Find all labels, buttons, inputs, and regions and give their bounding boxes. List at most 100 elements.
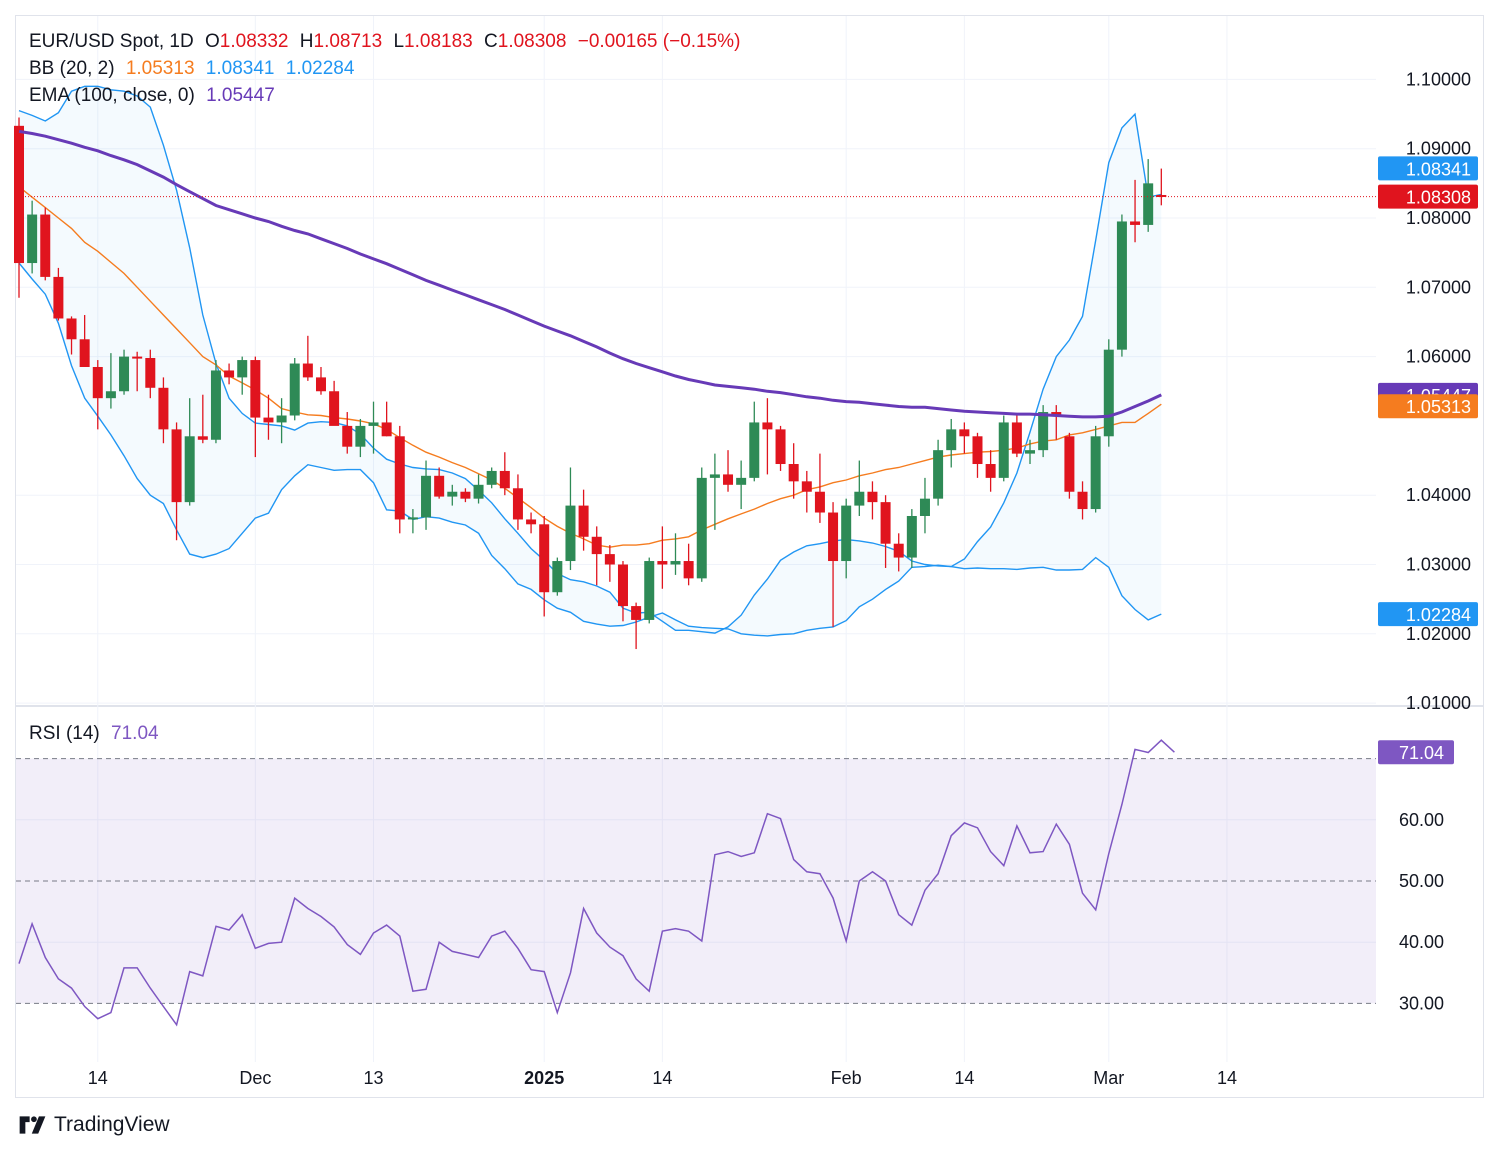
candle-body [736, 477, 747, 485]
open-label: O [205, 31, 220, 52]
candle-body [578, 505, 589, 537]
candle-body [53, 276, 64, 319]
candle-body [407, 517, 418, 520]
candle-body [1116, 221, 1127, 350]
candle-body [749, 422, 760, 478]
candle-body [933, 450, 944, 499]
brand-name[interactable]: TradingView [54, 1113, 170, 1136]
candle-body [263, 417, 274, 423]
candle-body [1011, 422, 1022, 454]
high-label: H [299, 31, 314, 52]
time-tick-label: 14 [652, 1068, 672, 1088]
price-tick-label: 1.02000 [1406, 624, 1471, 644]
price-tick-label: 1.01000 [1406, 693, 1471, 713]
badge-last-price-bg [1378, 184, 1478, 209]
candle-body [631, 606, 642, 620]
candle-body [723, 474, 734, 485]
candle-body [959, 429, 970, 437]
candle-body [1077, 491, 1088, 510]
candle-body [512, 488, 523, 520]
rsi-line [18, 739, 1175, 1027]
rsi-tick-label: 40.00 [1399, 932, 1444, 952]
bb-lower-value: 1.02284 [285, 58, 355, 79]
time-tick-label: 14 [954, 1068, 974, 1088]
bb-upper-value: 1.08341 [205, 58, 275, 79]
ema-value: 1.05447 [206, 85, 275, 106]
time-tick-label: 13 [363, 1068, 383, 1088]
bb-upper-line [18, 85, 1162, 634]
ema-path [18, 129, 1162, 419]
candle-body [906, 515, 917, 558]
price-tick-label: 1.08000 [1406, 208, 1471, 228]
candle-body [775, 429, 786, 465]
ema-label: EMA (100, close, 0) [29, 85, 195, 106]
candle-body [1051, 412, 1062, 416]
ema-legend: EMA (100, close, 0) 1.05447 [29, 85, 281, 107]
candle-body [250, 360, 261, 418]
candle-body [709, 474, 720, 478]
rsi-tick-label: 30.00 [1399, 993, 1444, 1013]
candle-body [998, 422, 1009, 478]
bb-lower-line [18, 262, 1162, 637]
grid [15, 16, 1484, 1062]
candle-body [184, 436, 195, 503]
rsi-tick-label: 60.00 [1399, 810, 1444, 830]
symbol-legend: EUR/USD Spot, 1D O1.08332 H1.08713 L1.08… [29, 31, 746, 53]
time-tick-label: 14 [88, 1068, 108, 1088]
candle-body [604, 554, 615, 565]
candle-body [1103, 349, 1114, 437]
low-value: 1.08183 [404, 31, 473, 52]
candle-body [552, 561, 563, 593]
tradingview-logo-icon[interactable] [17, 1115, 48, 1135]
time-tick-label: Dec [239, 1068, 271, 1088]
candle-body [486, 470, 497, 485]
candle-body [1143, 183, 1154, 225]
footer: TradingView [17, 1113, 170, 1137]
candle-body [617, 564, 628, 607]
candle-body [460, 491, 471, 499]
price-tick-label: 1.06000 [1406, 347, 1471, 367]
candle-body [158, 387, 169, 430]
candle-body [434, 475, 445, 497]
close-label: C [484, 31, 498, 52]
candle-body [447, 491, 458, 497]
low-label: L [393, 31, 405, 52]
candle-body [79, 339, 90, 367]
badge-rsi: 71.04 [1399, 743, 1444, 763]
candle-body [683, 561, 694, 579]
chart-frame [15, 15, 1484, 1098]
candle-body [801, 481, 812, 492]
price-tick-label: 1.07000 [1406, 277, 1471, 297]
candle-body [1130, 221, 1141, 225]
candle-body [421, 475, 432, 518]
candle-body [145, 357, 156, 388]
candle-body [381, 422, 392, 437]
rsi-label: RSI (14) [29, 723, 100, 744]
candle-body [499, 470, 510, 489]
badge-bb-upper: 1.08341 [1406, 159, 1471, 179]
price-tick-label: 1.10000 [1406, 69, 1471, 89]
candle-body [394, 436, 405, 520]
price-tick-label: 1.09000 [1406, 139, 1471, 159]
candle-body [27, 214, 38, 264]
candle-body [1038, 412, 1049, 451]
close-value: 1.08308 [497, 31, 567, 52]
candle-body [315, 377, 326, 392]
candle-body [644, 561, 655, 620]
candle-body [132, 356, 143, 359]
rsi-legend: RSI (14) 71.04 [29, 723, 165, 745]
price-tick-label: 1.03000 [1406, 555, 1471, 575]
badge-bb-basis: 1.05313 [1406, 397, 1471, 417]
candle-body [762, 422, 773, 430]
candle-body [171, 429, 182, 503]
candle-body [302, 363, 313, 378]
bollinger-bands [18, 85, 1162, 637]
time-tick-label: 14 [1217, 1068, 1237, 1088]
bb-basis-line [18, 186, 1162, 548]
rsi-value: 71.04 [111, 723, 159, 744]
candle-body [224, 370, 235, 378]
symbol-title: EUR/USD Spot, 1D [29, 31, 194, 52]
candle-body [289, 363, 300, 416]
